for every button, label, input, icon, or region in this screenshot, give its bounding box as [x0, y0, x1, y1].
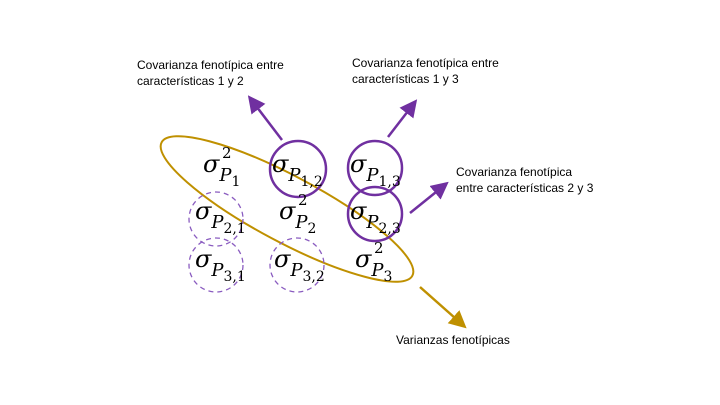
sigma-p-2-1: σP2,1 [195, 197, 246, 237]
arrow-cov-1-3 [387, 99, 418, 138]
cov-3-1-dashed-circle [188, 237, 244, 293]
sigma-p-1-squared: σP1 2 [203, 144, 241, 190]
cov-2-1-dashed-circle [188, 191, 244, 247]
sigma-p-1-3: σP1,3 [350, 150, 401, 190]
label-cov-2-3: Covarianza fenotípica entre característi… [456, 165, 594, 195]
sigma-p-3-1: σP3,1 [195, 245, 246, 285]
sigma-p-2-squared: σP2 2 [279, 191, 317, 237]
arrow-cov-1-2 [247, 95, 283, 141]
cov-1-3-circle [346, 139, 404, 197]
sigma-p-3-2: σP3,2 [274, 245, 325, 285]
cov-3-2-dashed-circle [269, 237, 325, 293]
arrow-cov-2-3 [409, 181, 449, 214]
arrow-variances [419, 286, 467, 329]
cov-1-2-circle [268, 139, 328, 199]
sigma-p-3-squared: σP3 2 [355, 239, 393, 285]
cov-2-3-circle [346, 185, 404, 243]
sigma-p-1-2: σP1,2 [272, 150, 323, 190]
label-cov-1-2: Covarianza fenotípica entre característi… [137, 58, 284, 88]
label-cov-1-3: Covarianza fenotípica entre característi… [352, 56, 499, 86]
label-variances: Varianzas fenotípicas [396, 333, 510, 347]
variance-diagonal-ellipse [159, 135, 415, 283]
sigma-p-2-3: σP2,3 [350, 197, 401, 237]
